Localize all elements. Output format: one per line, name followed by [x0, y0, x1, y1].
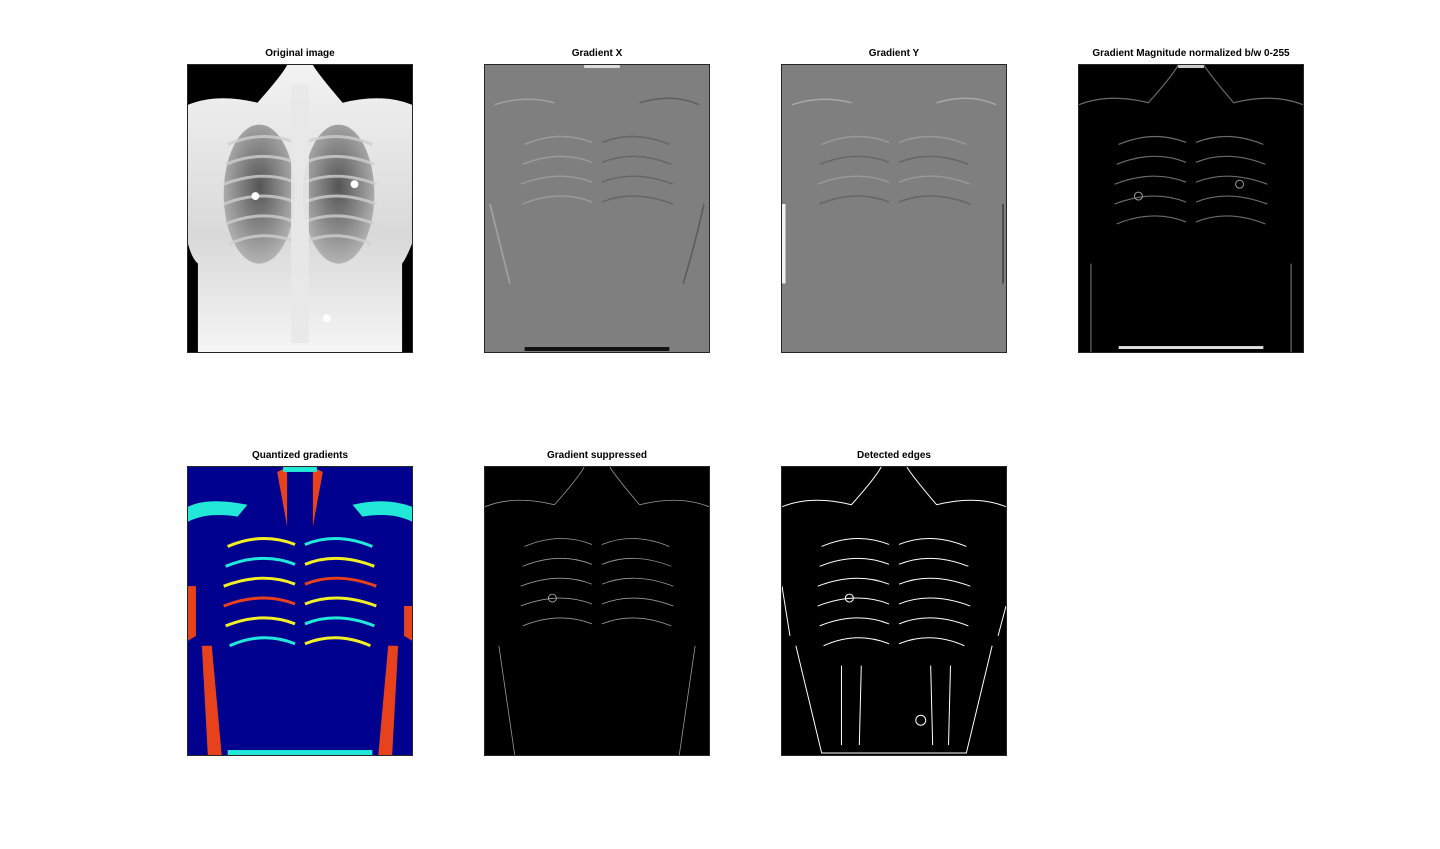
image-axes [484, 64, 710, 353]
panel-title: Gradient X [571, 48, 623, 59]
image-axes [484, 466, 710, 756]
gradient-suppressed-image [485, 467, 709, 755]
panel-title: Gradient Magnitude normalized b/w 0-255 [1092, 48, 1290, 59]
gradient-y-image [782, 65, 1006, 352]
xray-image [188, 65, 412, 352]
panel-gradient-suppressed: Gradient suppressed [484, 450, 710, 756]
panel-gradient-x: Gradient X [484, 48, 710, 353]
gradient-x-image [485, 65, 709, 352]
panel-title: Quantized gradients [251, 450, 349, 461]
panel-quantized-gradients: Quantized gradients [187, 450, 413, 756]
panel-detected-edges: Detected edges [781, 450, 1007, 756]
panel-gradient-magnitude: Gradient Magnitude normalized b/w 0-255 [1078, 48, 1304, 353]
image-axes [1078, 64, 1304, 353]
image-axes [187, 64, 413, 353]
quantized-gradients-image [188, 467, 412, 755]
panel-title: Detected edges [857, 450, 931, 461]
panel-gradient-y: Gradient Y [781, 48, 1007, 353]
image-axes [781, 64, 1007, 353]
panel-title: Gradient Y [868, 48, 920, 59]
panel-title: Original image [265, 48, 335, 59]
detected-edges-image [782, 467, 1006, 755]
gradient-magnitude-image [1079, 65, 1303, 352]
panel-title: Gradient suppressed [546, 450, 648, 461]
image-axes [781, 466, 1007, 756]
image-axes [187, 466, 413, 756]
panel-original-image: Original image [187, 48, 413, 353]
